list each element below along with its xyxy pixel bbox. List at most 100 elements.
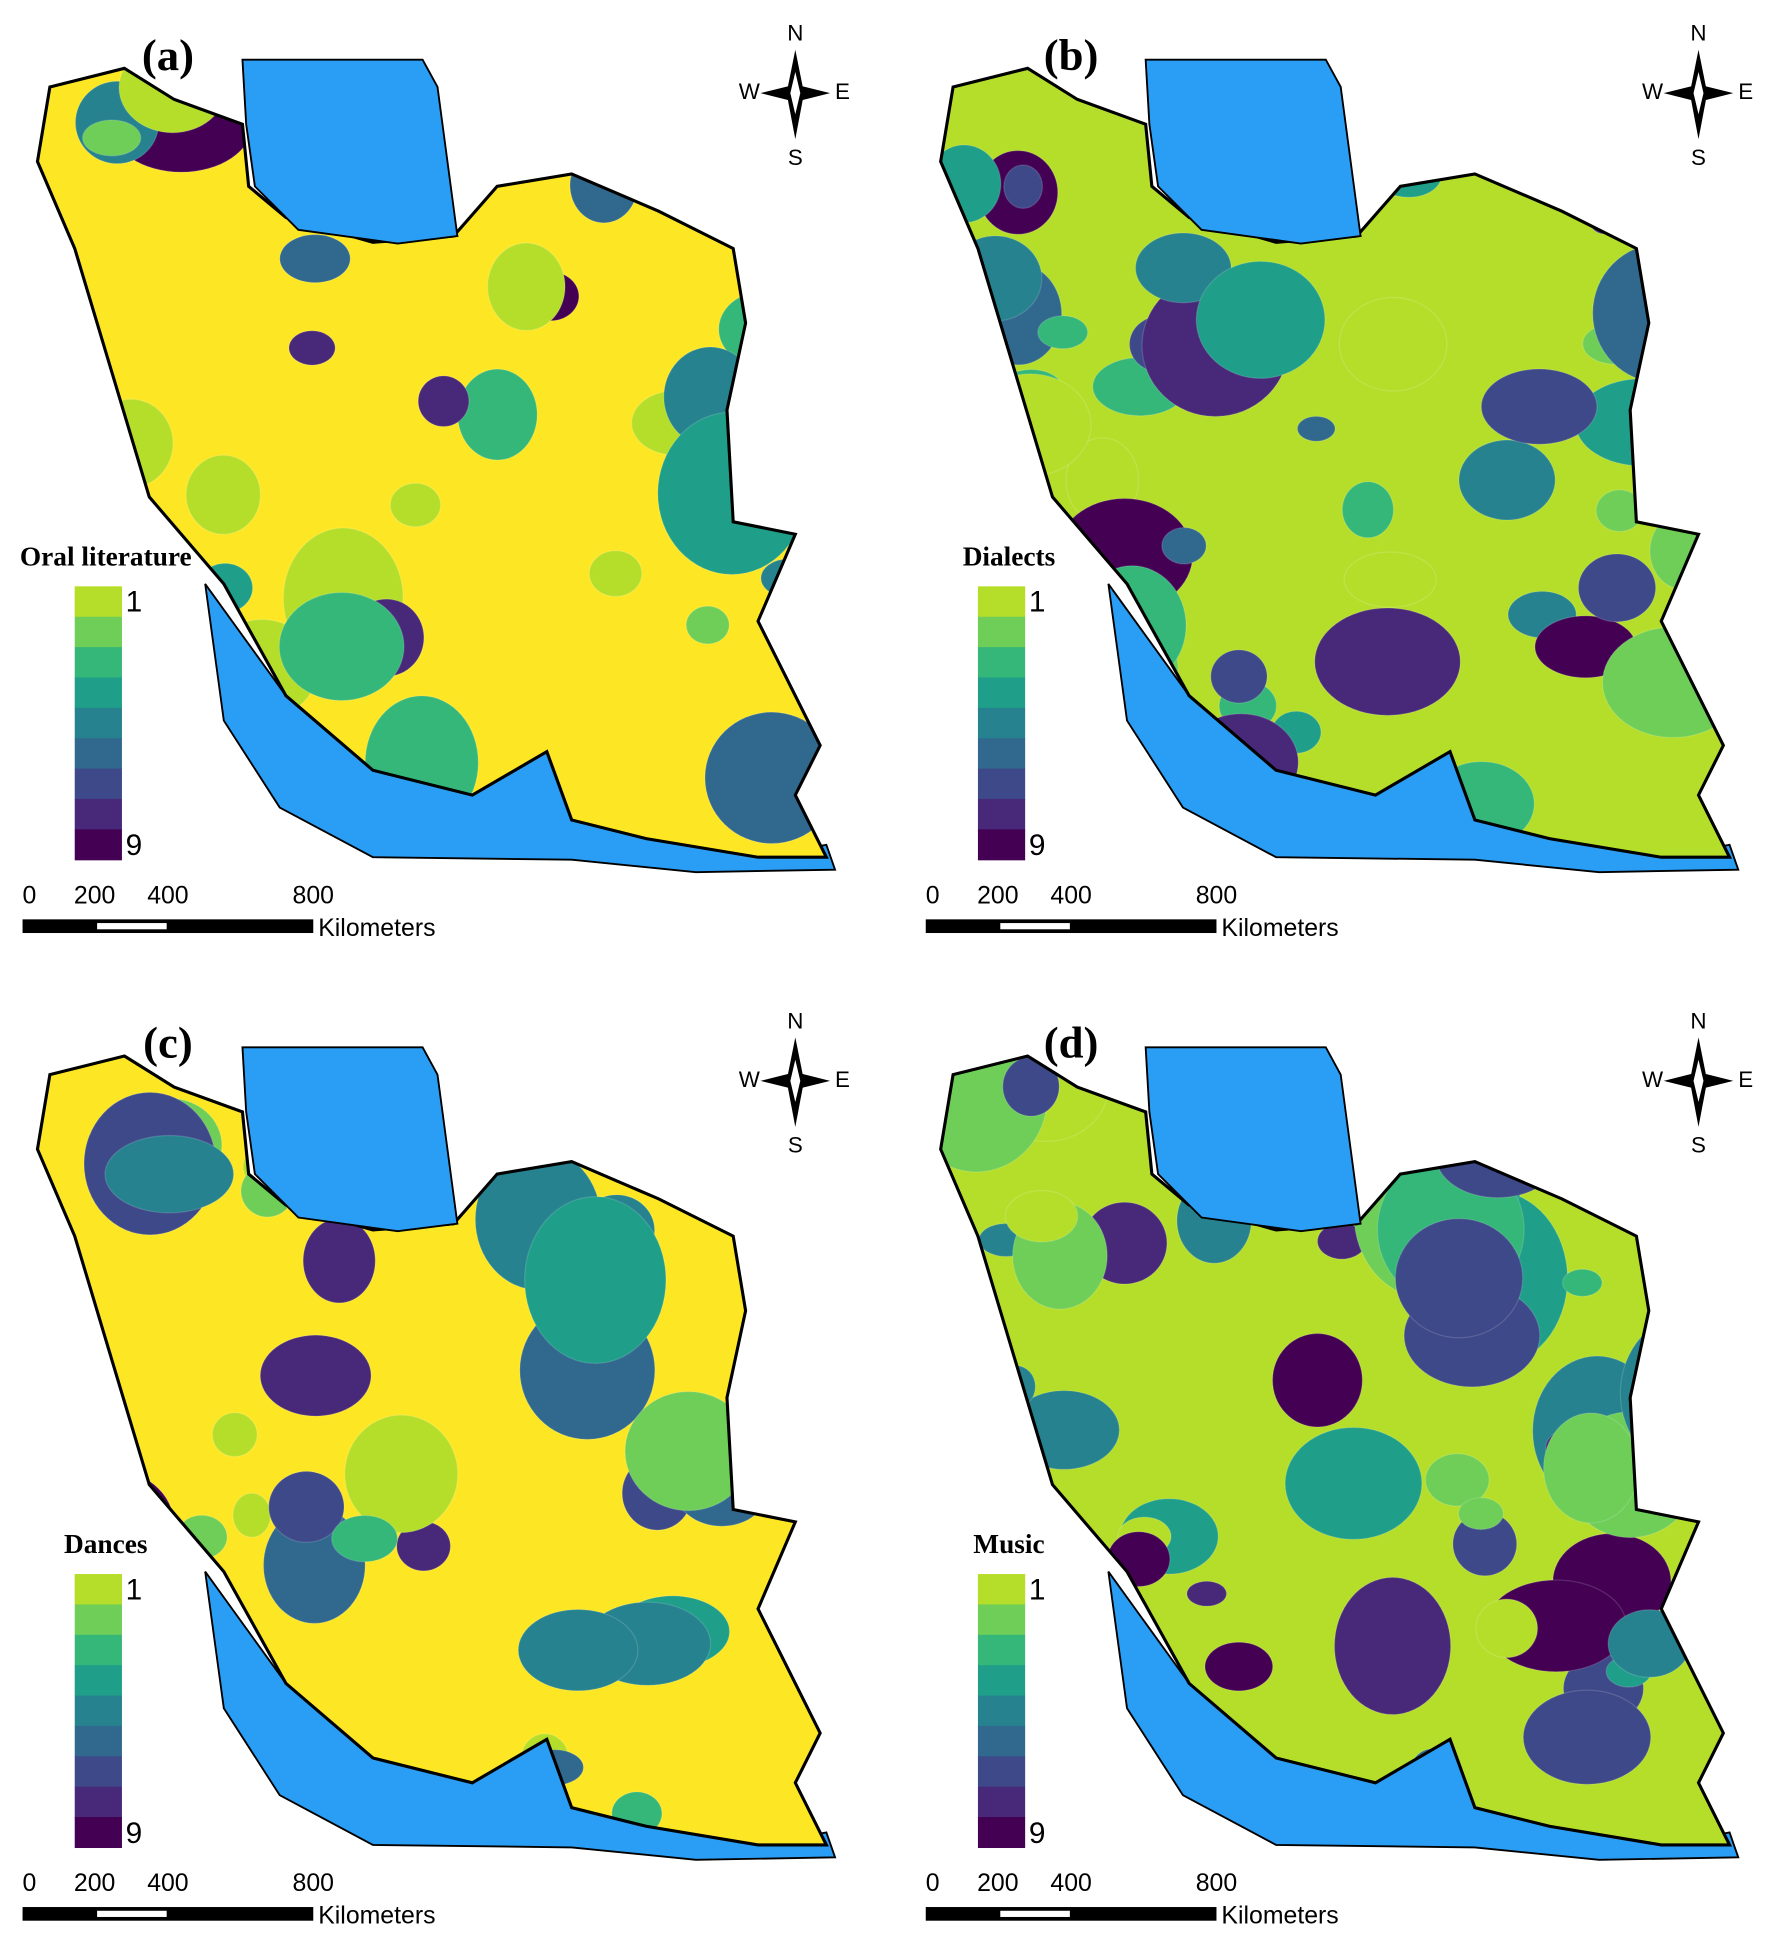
legend-swatch [977,586,1026,618]
region [417,375,470,428]
region [940,430,1019,485]
region [1577,553,1657,623]
region [588,550,643,598]
region [150,1667,223,1734]
legend-swatch [977,1604,1026,1636]
legend-swatch [74,1665,122,1697]
region [268,1470,345,1543]
region [1617,126,1696,181]
region [279,234,351,284]
scale-bar [925,919,1217,934]
legend-swatch [977,1756,1026,1788]
region [1338,296,1448,392]
region [1284,1426,1423,1541]
legend-swatch [74,768,122,800]
region [42,1468,175,1581]
panel-label: (b) [1044,30,1099,80]
legend-swatch [977,1574,1026,1606]
scale-tick-label: 400 [147,883,188,910]
scale-unit: Kilometers [1221,915,1338,942]
compass-e: E [835,79,850,104]
region [1420,76,1462,109]
scale-tick-label: 800 [293,883,334,910]
legend-swatch [977,798,1026,830]
compass-s: S [1691,1133,1706,1158]
region [288,330,336,366]
compass-w: W [1642,79,1664,104]
region [175,1514,228,1560]
caspian-sea [241,1046,459,1233]
region [1210,649,1268,704]
region [1343,551,1437,608]
legend-max: 9 [1029,1817,1046,1850]
region [37,441,132,533]
region [517,1608,639,1692]
region [302,1217,376,1304]
region [706,1174,766,1225]
legend-swatch [74,798,122,830]
legend-min: 1 [1029,1573,1046,1606]
region [760,1254,806,1290]
compass-s: S [788,1133,803,1158]
legend-title: Oral literature [20,541,192,571]
map-panel: (c) N S W E Dances 1 9 0 200 400 800 Kilometers [22,1008,850,1930]
region [37,1266,89,1354]
legend-swatch [977,829,1026,861]
panel-label: (c) [143,1018,193,1068]
compass-w: W [739,1067,761,1092]
legend-swatch [977,647,1026,679]
scale-bar-white [1000,923,1070,930]
region [1475,1598,1539,1659]
region [1375,153,1442,198]
region [1480,368,1598,445]
country [37,68,827,858]
region [1447,70,1514,124]
legend-min: 1 [126,586,143,619]
compass-s: S [1691,145,1706,170]
region [1592,243,1730,384]
region [1458,439,1556,521]
compass-e: E [1738,1067,1753,1092]
compass-e: E [1738,79,1753,104]
scale-tick-label: 200 [977,883,1018,910]
region [1347,1056,1455,1136]
region [685,605,730,645]
legend-swatch [977,1725,1026,1757]
legend-max: 9 [1029,829,1046,862]
region [1574,378,1710,467]
legend-swatch [74,707,122,739]
legend-swatch [74,1604,122,1636]
legend-min: 1 [1029,586,1046,619]
scale-tick-label: 200 [74,1870,115,1897]
legend-swatch [74,1634,122,1666]
region [1271,1332,1363,1428]
region [1195,260,1326,379]
legend-max: 9 [126,829,143,862]
legend-swatch [977,616,1026,648]
compass-e: E [835,1067,850,1092]
region [1424,1109,1464,1151]
region [344,1414,459,1534]
legend-swatch [74,677,122,709]
scale-tick-label: 800 [293,1870,334,1897]
legend-swatch [977,1634,1026,1666]
scale-tick-label: 0 [926,883,940,910]
scale-unit: Kilometers [1221,1903,1338,1930]
region [52,1577,195,1733]
region [1649,512,1716,590]
compass-inner [1693,72,1704,115]
caspian-sea [241,58,459,245]
region [457,368,538,461]
region [37,320,108,390]
region [1008,1389,1120,1470]
panel-label: (a) [142,30,194,80]
region [1424,1453,1490,1507]
region [211,1412,258,1458]
legend-swatch [74,1725,122,1757]
scale-bar [22,919,314,934]
region [134,1783,183,1816]
region [1376,1136,1422,1171]
region [1435,1112,1561,1199]
legend-swatch [74,616,122,648]
legend-swatch [74,829,122,861]
